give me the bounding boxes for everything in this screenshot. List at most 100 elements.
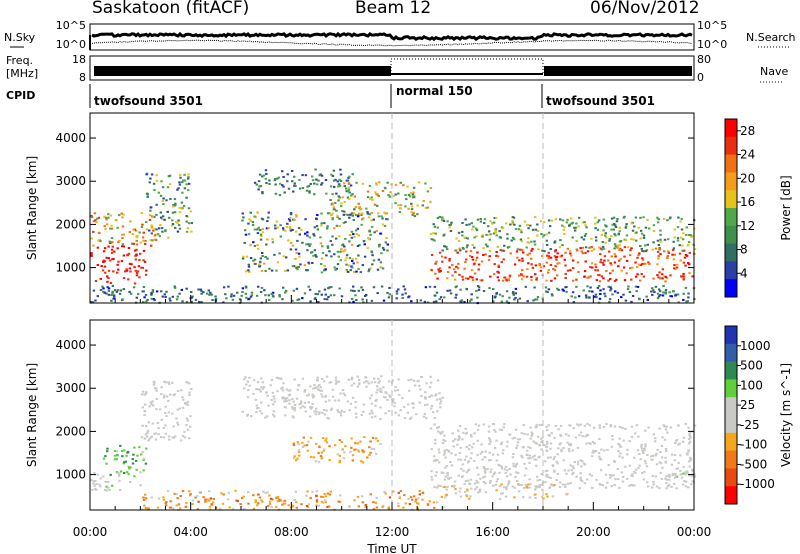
velocity-cell — [179, 495, 182, 497]
power-cell — [103, 247, 107, 250]
power-cell — [448, 226, 451, 229]
power-cell — [141, 223, 144, 226]
power-cell — [382, 248, 386, 251]
power-cell — [259, 238, 263, 241]
power-cell — [520, 231, 523, 234]
power-cell — [311, 179, 315, 182]
power-cell — [104, 271, 107, 274]
velocity-cell — [459, 487, 462, 490]
power-colorbar-swatch — [725, 136, 737, 156]
power-cell — [244, 270, 248, 273]
velocity-cell — [533, 454, 536, 457]
power-cell — [575, 240, 578, 242]
power-cell — [638, 263, 641, 266]
power-cell — [676, 263, 679, 266]
power-cell — [408, 195, 412, 198]
velocity-cell — [665, 425, 668, 428]
velocity-cell — [682, 436, 686, 439]
velocity-cell — [518, 484, 521, 487]
velocity-cell — [339, 494, 342, 497]
velocity-cell — [123, 472, 126, 474]
power-cell — [497, 271, 500, 274]
power-cell — [248, 218, 251, 221]
velocity-cell — [467, 479, 470, 482]
power-cell — [585, 296, 588, 299]
nave-tick-bottom: 0 — [697, 71, 704, 84]
velocity-cell — [252, 392, 255, 395]
power-cell — [448, 266, 451, 269]
power-cell — [363, 243, 366, 246]
power-cell — [683, 249, 686, 252]
velocity-cell — [562, 459, 565, 462]
power-cell — [530, 240, 533, 243]
power-cell — [662, 291, 665, 294]
velocity-cell — [499, 443, 503, 446]
power-cell — [496, 245, 499, 248]
power-cell — [291, 244, 295, 247]
power-cell — [659, 233, 662, 236]
velocity-cell — [116, 454, 119, 457]
velocity-cell — [185, 381, 188, 384]
power-cell — [122, 277, 126, 279]
velocity-colorbar-tick-label: 1000 — [740, 339, 771, 353]
power-cell — [107, 213, 110, 216]
velocity-cell — [508, 468, 511, 470]
velocity-cell — [687, 426, 690, 429]
velocity-cell — [188, 494, 192, 497]
nave-trace — [390, 58, 544, 74]
power-cell — [348, 216, 351, 219]
velocity-cell — [412, 379, 416, 382]
power-cell — [355, 229, 358, 232]
power-cell — [657, 257, 660, 260]
power-cell — [378, 244, 381, 247]
power-cell — [373, 203, 377, 206]
velocity-cell — [679, 469, 682, 472]
power-cell — [134, 249, 137, 252]
velocity-cell — [652, 483, 655, 486]
velocity-cell — [403, 417, 407, 420]
power-cell — [676, 237, 680, 240]
velocity-cell — [535, 442, 538, 445]
velocity-cell — [284, 406, 287, 409]
power-cell — [465, 258, 468, 261]
freq-frame — [89, 55, 695, 81]
power-cell — [435, 260, 438, 263]
power-cell — [377, 215, 381, 218]
power-cell — [688, 251, 691, 254]
power-cell — [132, 286, 136, 289]
velocity-cell — [210, 503, 213, 506]
power-cell — [247, 265, 251, 268]
velocity-cell — [368, 454, 371, 456]
power-cell — [623, 279, 627, 282]
velocity-cell — [413, 495, 416, 498]
power-cell — [160, 227, 164, 230]
power-cell — [468, 223, 471, 226]
velocity-colorbar-swatch — [725, 468, 737, 487]
power-cell — [680, 228, 684, 231]
power-cell — [477, 286, 481, 289]
power-cell — [641, 258, 645, 261]
velocity-cell — [660, 478, 664, 480]
power-cell — [545, 233, 548, 236]
power-cell — [173, 198, 177, 201]
power-cell — [531, 228, 535, 231]
power-cell — [350, 236, 353, 239]
power-cell — [584, 246, 588, 249]
power-cell — [295, 251, 298, 254]
power-cell — [664, 289, 668, 291]
power-cell — [394, 193, 397, 196]
power-cell — [594, 263, 597, 266]
power-cell — [359, 271, 362, 274]
power-cell — [588, 246, 591, 249]
velocity-cell — [140, 453, 143, 456]
power-cell — [150, 226, 153, 229]
power-cell — [442, 218, 445, 221]
velocity-cell — [243, 387, 246, 390]
power-cell — [435, 300, 438, 303]
power-cell — [351, 289, 355, 292]
power-cell — [270, 269, 274, 272]
power-cell — [639, 263, 642, 266]
power-cell — [141, 236, 145, 239]
velocity-cell — [379, 418, 382, 420]
power-cell — [138, 231, 141, 234]
